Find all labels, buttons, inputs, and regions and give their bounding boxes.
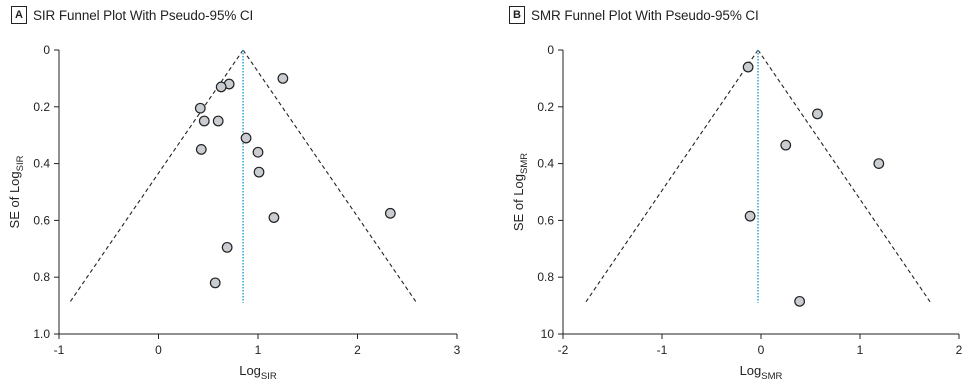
data-point bbox=[253, 166, 265, 178]
panel-a: A SIR Funnel Plot With Pseudo-95% CI 0 0.… bbox=[0, 0, 480, 389]
data-point bbox=[195, 143, 207, 155]
data-point bbox=[873, 158, 885, 170]
data-point bbox=[794, 295, 806, 307]
panel-b-header: B SMR Funnel Plot With Pseudo-95% CI bbox=[509, 6, 759, 24]
data-point bbox=[209, 277, 221, 289]
x-axis-title: LogSIR bbox=[239, 363, 277, 382]
funnel-right-boundary bbox=[757, 49, 932, 304]
y-axis-title: SE of LogSIR bbox=[7, 155, 26, 228]
funnel-plot-sir: 0 0.2 0.4 0.6 0.8 1.0 -1 0 1 2 3 SE of LogSIR LogSIR bbox=[7, 43, 461, 382]
panel-b: B SMR Funnel Plot With Pseudo-95% CI 0 0.… bbox=[480, 0, 965, 389]
y-tick-label: 0 bbox=[547, 43, 554, 57]
y-axis-title: SE of LogSMR bbox=[511, 153, 530, 231]
x-tick-label: 2 bbox=[354, 343, 361, 357]
data-point bbox=[742, 61, 754, 73]
y-tick-label: 0.2 bbox=[33, 100, 50, 114]
x-tick-label: 2 bbox=[956, 343, 963, 357]
x-tick-label: 0 bbox=[155, 343, 162, 357]
data-point bbox=[780, 139, 792, 151]
y-tick-label: 1.0 bbox=[33, 327, 50, 341]
funnel-left-boundary bbox=[584, 49, 759, 304]
x-tick-label: -2 bbox=[558, 343, 569, 357]
panel-a-header: A SIR Funnel Plot With Pseudo-95% CI bbox=[11, 6, 253, 24]
data-point bbox=[744, 210, 756, 222]
funnel-plot-smr: 0 0.2 0.4 0.6 0.8 10-2 -1 0 1 2 SE of LogSMR LogSMR bbox=[511, 43, 963, 382]
data-point bbox=[268, 212, 280, 223]
y-tick-label: 0.6 bbox=[537, 213, 554, 227]
x-tick-label: 1 bbox=[857, 343, 864, 357]
y-tick-label: 0.8 bbox=[537, 270, 554, 284]
y-tick-label: 0.2 bbox=[537, 100, 554, 114]
y-tick-label: 0.8 bbox=[33, 270, 50, 284]
x-axis-title: LogSMR bbox=[740, 363, 783, 382]
x-tick-label: -1 bbox=[54, 343, 65, 357]
data-point bbox=[252, 146, 264, 158]
funnel-right-boundary bbox=[242, 49, 418, 304]
x-tick-label: -1 bbox=[657, 343, 668, 357]
data-point bbox=[212, 115, 224, 127]
y-tick-label: 10 bbox=[541, 327, 555, 341]
panel-letter: B bbox=[509, 6, 525, 24]
y-tick-label: 0 bbox=[43, 43, 50, 57]
chart-title: SIR Funnel Plot With Pseudo-95% CI bbox=[33, 7, 254, 23]
data-point bbox=[215, 81, 227, 93]
y-tick-label: 0.4 bbox=[33, 157, 50, 171]
x-tick-label: 3 bbox=[454, 343, 461, 357]
data-point bbox=[384, 207, 396, 219]
y-tick-label: 0.4 bbox=[537, 157, 554, 171]
data-point bbox=[240, 132, 252, 144]
chart-title: SMR Funnel Plot With Pseudo-95% CI bbox=[531, 7, 759, 23]
y-tick-label: 0.6 bbox=[33, 213, 50, 227]
panel-letter: A bbox=[11, 6, 27, 24]
data-point bbox=[198, 115, 210, 127]
funnel-left-boundary bbox=[69, 49, 244, 304]
data-point bbox=[194, 102, 206, 114]
data-point bbox=[277, 72, 289, 84]
x-tick-label: 1 bbox=[255, 343, 262, 357]
data-point bbox=[812, 108, 823, 120]
x-tick-label: 0 bbox=[758, 343, 765, 357]
data-point bbox=[221, 241, 233, 253]
